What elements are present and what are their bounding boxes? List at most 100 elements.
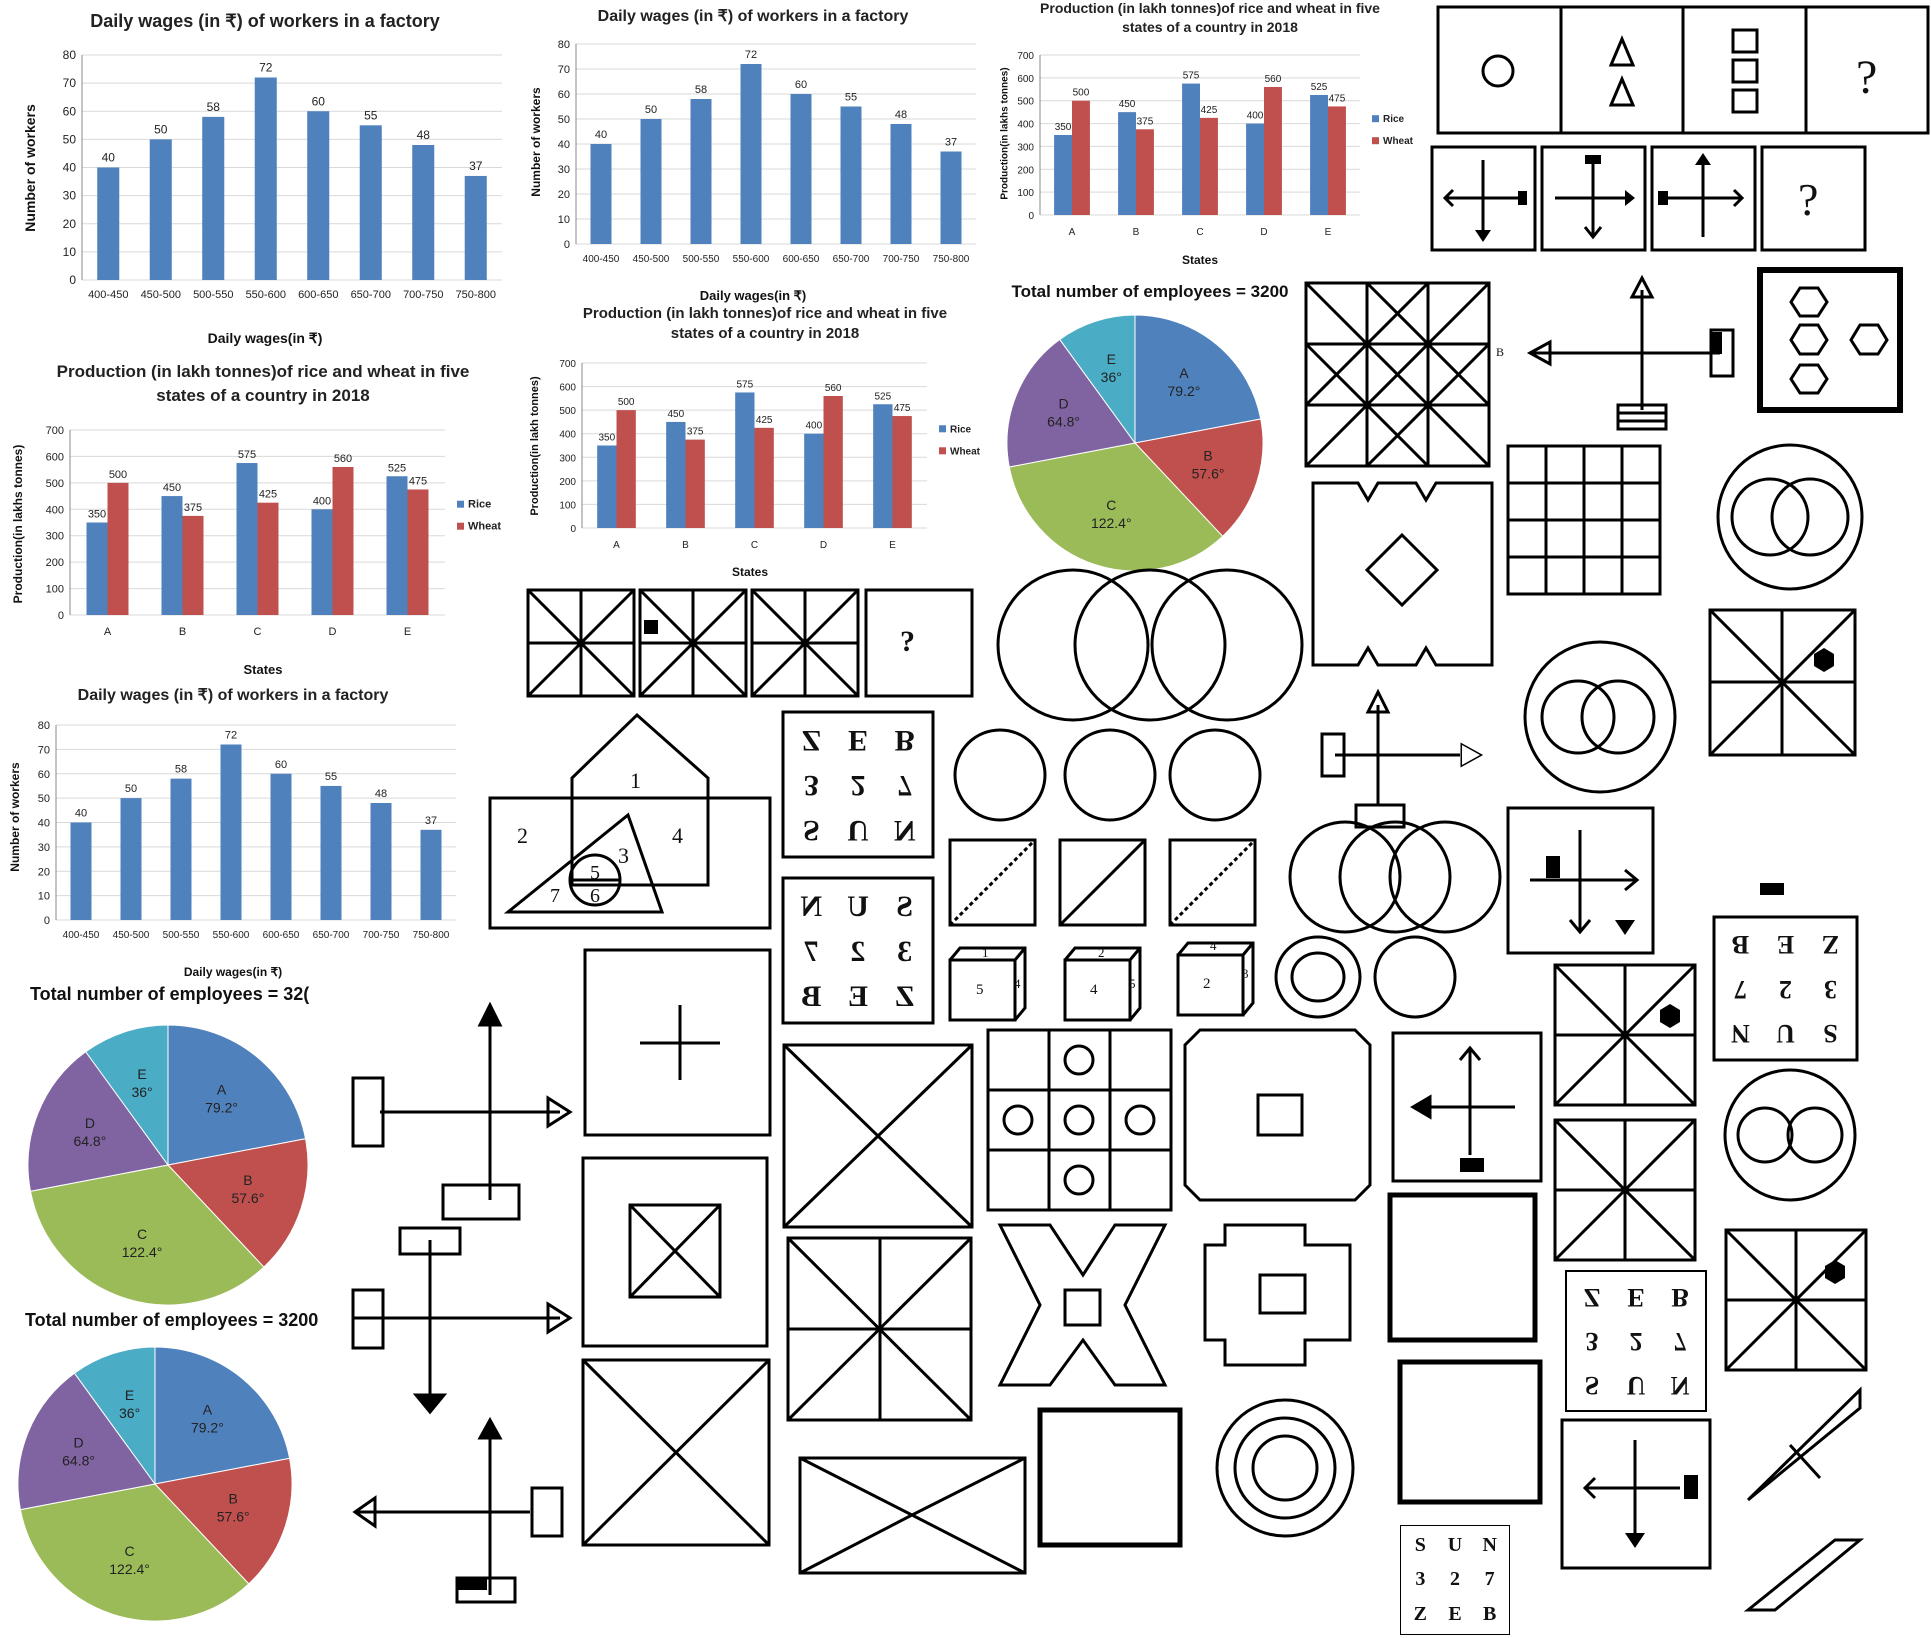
- letter: U: [1776, 1018, 1795, 1048]
- y-tick-label: 10: [38, 891, 50, 903]
- x-tick-label: 700-750: [363, 930, 400, 941]
- pie-title: Total number of employees = 3200: [1011, 282, 1289, 301]
- x-tick-label: 650-700: [351, 289, 391, 301]
- arrow-box-drawing: [1430, 145, 1867, 252]
- question-mark: ?: [1856, 51, 1878, 104]
- data-label: 350: [1055, 122, 1072, 133]
- production-chart-1: Production (in lakh tonnes)of rice and w…: [1000, 0, 1420, 270]
- y-tick-label: 500: [46, 478, 64, 490]
- y-tick-label: 40: [558, 139, 570, 151]
- x-tick-label: B: [682, 540, 689, 551]
- y-tick-label: 80: [558, 39, 570, 51]
- y-tick-label: 300: [559, 453, 576, 464]
- bar: [270, 773, 292, 920]
- letter: Z: [1583, 1283, 1601, 1312]
- y-tick-label: 500: [1017, 97, 1034, 108]
- x-tick-label: 400-450: [88, 289, 128, 301]
- y-tick-label: 700: [1017, 51, 1034, 62]
- letter: 7: [1484, 1568, 1495, 1591]
- letter: S: [802, 814, 820, 848]
- bar: [590, 144, 612, 244]
- bar-rice: [236, 463, 258, 615]
- pie-slice-c: [29, 1164, 265, 1306]
- legend-label: Wheat: [468, 521, 501, 533]
- data-label: 575: [1183, 71, 1200, 82]
- letter: E: [847, 724, 868, 758]
- wages-chart-2: Daily wages (in ₹) of workers in a facto…: [528, 0, 978, 310]
- bar-rice: [1118, 112, 1136, 215]
- x-tick-label: D: [329, 626, 337, 638]
- data-label: 60: [795, 79, 807, 91]
- y-tick-label: 700: [559, 359, 576, 370]
- cube-3-top: 4: [1210, 938, 1217, 953]
- letter: N: [893, 814, 916, 848]
- letter-grid-box-5: [1400, 1525, 1510, 1635]
- x-axis-label: Daily wages(in ₹): [207, 330, 323, 346]
- bar: [220, 744, 242, 920]
- letter: 3: [1415, 1568, 1426, 1591]
- bar-wheat: [616, 410, 636, 528]
- letter: 2: [1779, 974, 1792, 1004]
- letter: N: [1731, 1018, 1750, 1048]
- pie-title: Total number of employees = 32(: [30, 984, 310, 1004]
- slice-value: 57.6°: [231, 1190, 264, 1206]
- bar-wheat: [754, 427, 774, 528]
- x-axis-label: States: [731, 565, 769, 579]
- letter: 7: [1673, 1327, 1687, 1356]
- x-tick-label: 700-750: [883, 254, 920, 265]
- y-tick-label: 70: [63, 76, 77, 90]
- wages-bars: 0 10 20 30 40 50 60 70 80 40 400-450 50 450-500 58 500…: [63, 48, 502, 301]
- slice-label: D: [1059, 396, 1069, 412]
- pie: A 79.2° B 57.6° C 122.4° D 64.8° E 36°: [17, 1346, 293, 1622]
- y-tick-label: 60: [63, 104, 77, 118]
- data-label: 58: [695, 84, 707, 96]
- bar: [420, 829, 442, 920]
- y-tick-label: 60: [558, 89, 570, 101]
- bar-wheat: [257, 502, 279, 615]
- x-tick-label: C: [1196, 227, 1203, 238]
- bar-wheat: [1264, 87, 1282, 215]
- pie-slice-a: [154, 1346, 291, 1485]
- data-label: 475: [409, 475, 427, 487]
- x-tick-label: 600-650: [298, 289, 338, 301]
- letter: 2: [1449, 1568, 1460, 1591]
- bar-rice: [311, 509, 333, 615]
- cube-1-top: 1: [982, 945, 989, 960]
- legend-swatch: [457, 500, 464, 508]
- data-label: 500: [109, 469, 127, 481]
- x-tick-label: D: [820, 540, 827, 551]
- slice-value: 36°: [119, 1405, 140, 1421]
- data-label: 55: [325, 771, 337, 783]
- legend-swatch: [939, 447, 946, 455]
- slice-value: 57.6°: [217, 1508, 250, 1524]
- slice-label: C: [125, 1543, 135, 1559]
- letter: E: [1448, 1603, 1462, 1626]
- x-tick-label: 500-550: [193, 289, 233, 301]
- x-tick-label: A: [104, 626, 112, 638]
- bar: [97, 167, 120, 280]
- letter: S: [1584, 1371, 1600, 1400]
- letter: B: [1671, 1283, 1689, 1312]
- pie-chart-1: Total number of employees = 3200 A 79.2° B…: [1000, 278, 1300, 578]
- x-tick-label: 450-500: [633, 254, 670, 265]
- y-tick-label: 200: [1017, 165, 1034, 176]
- slice-value: 64.8°: [62, 1453, 95, 1469]
- x-tick-label: A: [613, 540, 620, 551]
- venn-number-2: 2: [517, 823, 528, 848]
- slice-label: A: [203, 1402, 213, 1418]
- bar-rice: [1054, 135, 1072, 215]
- wages-bars: 0 10 20 30 40 50 60 70 80 40 400-450 50 450-500 58 500…: [558, 39, 976, 265]
- chart-title-line1: Production (in lakh tonnes)of rice and w…: [1040, 0, 1380, 16]
- bar: [840, 106, 862, 244]
- letter: E: [1627, 1283, 1645, 1312]
- bar-wheat: [892, 416, 912, 528]
- y-tick-label: 50: [38, 793, 50, 805]
- bar: [320, 785, 342, 920]
- y-tick-label: 80: [38, 720, 50, 732]
